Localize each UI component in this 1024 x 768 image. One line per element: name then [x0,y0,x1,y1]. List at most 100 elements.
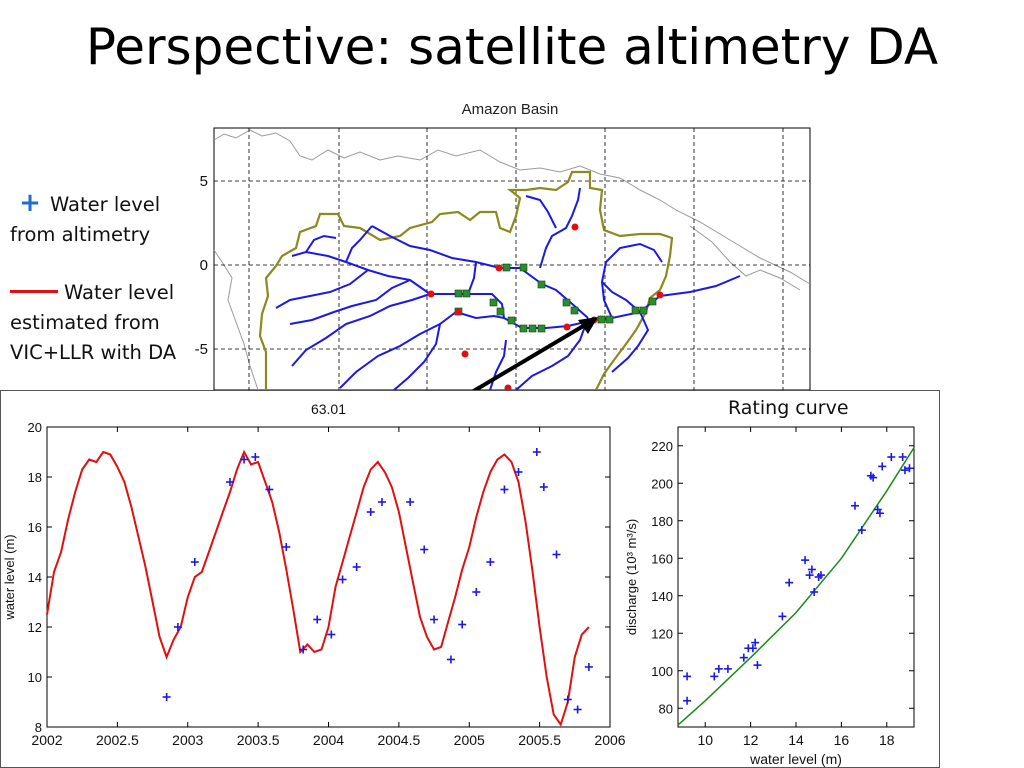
rating-point [714,664,723,673]
altimetry-point [173,623,182,631]
station-marker [597,315,606,324]
y-tick-label: 120 [651,626,673,641]
altimetry-point [532,448,541,456]
altimetry-point [327,630,336,639]
y-tick-label: 8 [35,720,42,735]
x-tick-label: 16 [834,732,850,748]
rating-point [805,571,814,580]
altimetry-point [338,575,347,584]
basin-outline [258,170,674,391]
rating-point [878,462,887,471]
x-tick-label: 2006 [594,732,625,748]
x-tick-label: 2003 [172,732,203,748]
station-marker [528,324,537,333]
rating-point [807,565,816,574]
y-tick-label: 16 [28,520,42,535]
altimetry-point [539,483,548,491]
y-axis-label: water level (m) [2,534,17,620]
y-tick-label: 18 [28,470,42,485]
gauge-marker [504,384,512,392]
altimetry-point [251,453,260,461]
gauge-marker [656,291,664,299]
rating-point [851,501,859,510]
red-line-icon [10,290,58,293]
map-stations [454,263,657,333]
chart-title: 63.01 [311,401,346,417]
altimetry-point [366,508,375,516]
altimetry-point [552,550,561,559]
altimetry-point [500,485,509,494]
legend-da-line2: estimated from [10,311,160,334]
x-tick-label: 2003.5 [237,732,280,748]
slide-title: Perspective: satellite altimetry DA [85,18,939,76]
x-tick-label: 2004.5 [377,732,420,748]
rating-point [753,661,762,670]
station-marker [519,263,528,272]
x-tick-label: 10 [697,732,713,748]
rating-point [810,588,819,596]
map-y-tick: 5 [200,173,208,190]
altimetry-point [514,468,523,476]
x-tick-label: 18 [879,732,895,748]
rating-point [723,664,732,673]
y-axis-label: discharge (10³ m³/s) [624,519,639,635]
x-tick-label: 2004 [313,732,344,748]
rating-point [739,653,748,662]
x-tick-label: 2002.5 [96,732,139,748]
rating-point [748,644,757,653]
y-tick-label: 160 [651,551,673,566]
station-marker [507,316,516,325]
altimetry-point [446,655,455,664]
station-marker [605,315,614,324]
y-tick-label: 80 [659,701,673,716]
rating-point [801,556,810,565]
altimetry-point [190,558,199,566]
gauge-marker [427,290,435,298]
map-y-tick: -5 [195,341,208,358]
station-marker [537,324,546,333]
station-marker [489,298,498,307]
rating-point [751,638,760,647]
altimetry-point [472,588,481,596]
station-marker [648,297,657,306]
x-tick-label: 2002 [31,732,62,748]
altimetry-point [377,498,386,506]
y-tick-label: 180 [651,514,673,529]
map-title: Amazon Basin [462,101,559,118]
altimetry-point [430,615,439,624]
x-axis-label: water level (m) [749,751,842,767]
da-water-level-line [46,449,590,727]
rating-fit-line [677,447,915,726]
legend-da: Water level estimated from VIC+LLR with … [10,278,176,368]
gauge-marker [571,223,579,231]
gauge-marker [495,264,503,272]
altimetry-point [240,455,249,464]
station-marker [496,307,505,316]
altimetry-point [573,705,582,714]
altimetry-point [313,615,322,624]
gauge-marker [461,350,469,358]
map-grid [214,128,810,390]
rating-point [785,578,794,587]
station-marker [537,280,546,289]
altimetry-point [563,695,572,704]
legend-da-line1: Water level [64,281,175,304]
rating-point [857,526,866,535]
altimetry-point [225,478,234,486]
y-tick-label: 14 [28,570,42,585]
altimetry-point [458,620,467,629]
y-tick-label: 200 [651,476,673,491]
altimetry-point [486,558,495,566]
altimetry-point [162,693,171,701]
altimetry-point [265,485,274,494]
station-marker [462,289,471,298]
rating-point [905,464,914,473]
legend-da-line3: VIC+LLR with DA [10,341,177,364]
plot-area [677,426,915,728]
rating-point [778,612,787,621]
station-marker [562,298,571,307]
station-marker [639,306,648,315]
